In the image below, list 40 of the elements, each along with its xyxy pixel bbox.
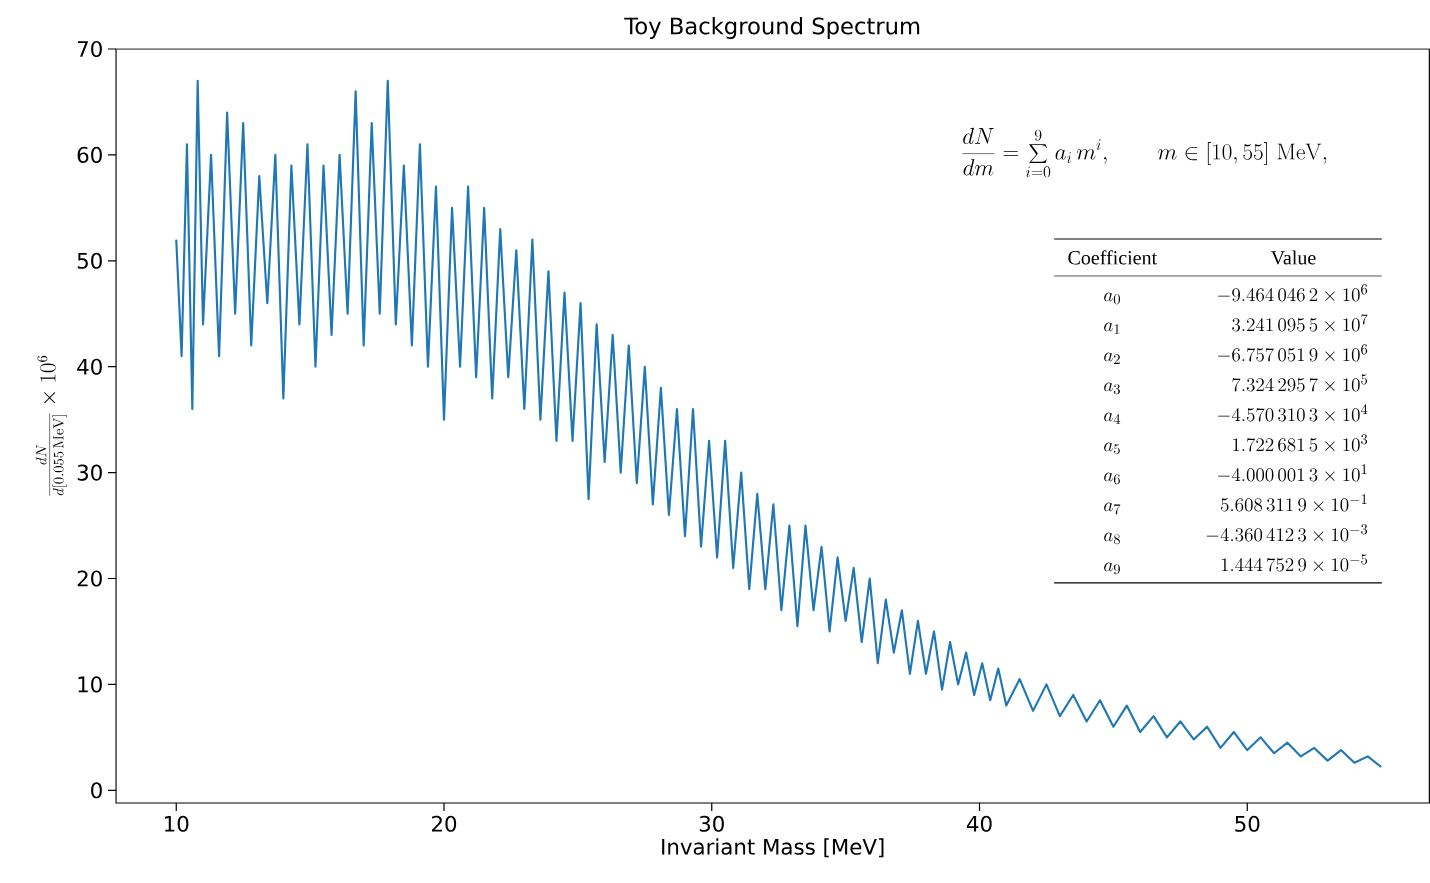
annotation: $-4.570\,310\,3 \times 10^{4}$ bbox=[1218, 404, 1368, 422]
annotation: $a_0$ bbox=[1104, 292, 1120, 305]
annotation: $a_5$ bbox=[1104, 442, 1120, 455]
annotation: $a_3$ bbox=[1104, 382, 1120, 395]
y-tick-label: 0 bbox=[91, 782, 102, 799]
y-tick-label: 50 bbox=[77, 252, 102, 269]
y-tick-label: 20 bbox=[77, 570, 102, 587]
annotation: $a_2$ bbox=[1104, 352, 1120, 364]
y-tick-label: 10 bbox=[78, 676, 102, 693]
annotation: $1.722\,681\,5 \times 10^{3}$ bbox=[1233, 434, 1368, 452]
annotation: $1.444\,752\,9 \times 10^{-5}$ bbox=[1221, 554, 1368, 572]
annotation: $\frac{dN}{dm} = \sum_{i=0}^{9} a_i\, m^i, \qquad m \in [10,55]\ \mathrm{MeV},$ bbox=[962, 127, 1327, 178]
line-series bbox=[175, 79, 1383, 769]
x-tick-label: 10 bbox=[165, 815, 189, 832]
annotation: $5.608\,311\,9 \times 10^{-1}$ bbox=[1221, 494, 1367, 512]
annotation: $a_8$ bbox=[1104, 532, 1120, 545]
chart-title: Toy Background Spectrum bbox=[624, 17, 920, 39]
annotation: $a_1$ bbox=[1104, 322, 1120, 334]
y-tick-label: 30 bbox=[77, 464, 102, 481]
x-tick-label: 20 bbox=[432, 815, 457, 832]
annotation: $a_4$ bbox=[1104, 412, 1121, 424]
y-tick-label: 40 bbox=[77, 358, 102, 375]
y-axis-title: $\frac{dN}{d[0.055\,\mathrm{MeV}]}\times 10^{6}$ bbox=[36, 355, 67, 496]
annotation: $-4.360\,412\,3 \times 10^{-3}$ bbox=[1206, 524, 1368, 542]
annotation: $-6.757\,051\,9 \times 10^{6}$ bbox=[1218, 344, 1368, 362]
annotation: $-9.464\,046\,2 \times 10^{6}$ bbox=[1218, 284, 1368, 302]
y-tick-label: 70 bbox=[77, 40, 102, 58]
x-tick-label: 50 bbox=[1235, 815, 1260, 832]
annotation: $7.324\,295\,7 \times 10^{5}$ bbox=[1232, 374, 1368, 392]
annotation: Value bbox=[1270, 250, 1316, 265]
annotation: $a_9$ bbox=[1104, 562, 1120, 575]
x-tick-label: 40 bbox=[966, 815, 992, 832]
x-axis-title: Invariant Mass [MeV] bbox=[662, 838, 884, 858]
annotation: $3.241\,095\,5 \times 10^{7}$ bbox=[1232, 314, 1368, 332]
annotation: $-4.000\,001\,3 \times 10^{1}$ bbox=[1218, 464, 1367, 482]
annotation: $a_6$ bbox=[1104, 472, 1120, 485]
annotation: Coefficient bbox=[1068, 250, 1158, 265]
annotation: $a_7$ bbox=[1104, 502, 1121, 515]
y-tick-label: 60 bbox=[77, 146, 102, 163]
x-tick-label: 30 bbox=[699, 815, 724, 832]
